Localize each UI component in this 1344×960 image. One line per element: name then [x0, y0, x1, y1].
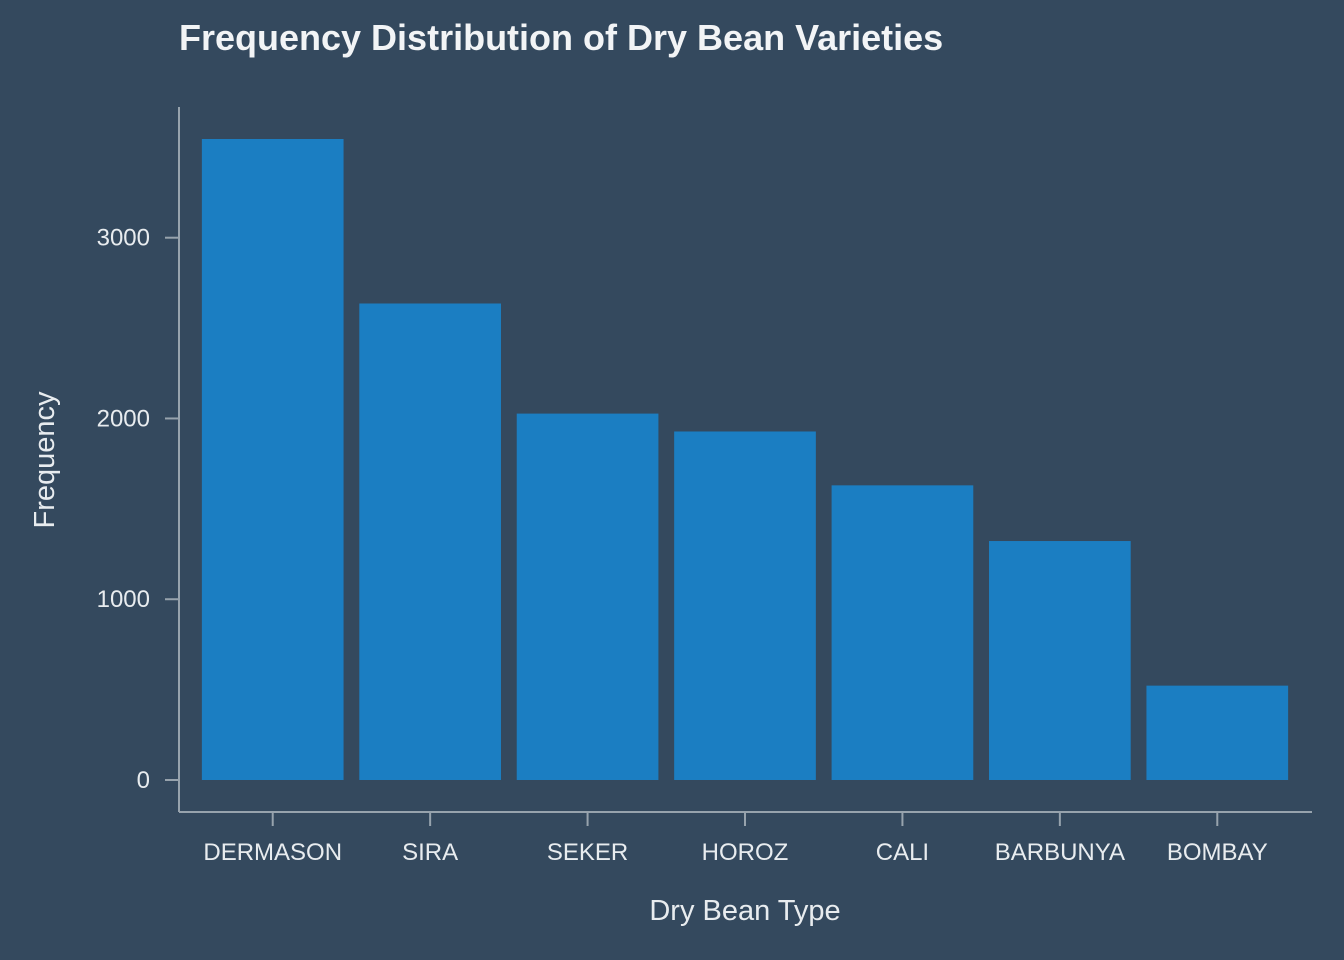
x-axis-ticks: DERMASON SIRA SEKER HOROZ CALI BARBUNYA BOMBAY [203, 812, 1268, 866]
bar-barbunya [989, 541, 1131, 780]
x-axis-title: Dry Bean Type [649, 895, 840, 927]
x-tick-label: CALI [876, 839, 929, 866]
bar-sira [359, 303, 501, 780]
bar-horoz [674, 431, 816, 780]
y-tick-label: 3000 [97, 225, 150, 252]
chart-title: Frequency Distribution of Dry Bean Varie… [179, 17, 943, 58]
bar-dermason [201, 139, 344, 780]
x-tick-label: BARBUNYA [995, 839, 1125, 866]
y-tick-label: 0 [137, 767, 150, 794]
bar-bombay [1146, 685, 1289, 780]
bars-group [201, 139, 1289, 780]
y-axis-ticks: 0 1000 2000 3000 [97, 225, 179, 794]
x-tick-label: SIRA [402, 839, 458, 866]
x-tick-label: DERMASON [203, 839, 342, 866]
x-tick-label: BOMBAY [1167, 839, 1268, 866]
bar-cali [831, 485, 974, 780]
x-tick-label: SEKER [547, 839, 628, 866]
y-axis-title: Frequency [29, 391, 61, 529]
x-tick-label: HOROZ [702, 839, 789, 866]
y-tick-label: 2000 [97, 405, 150, 432]
bar-seker [516, 413, 659, 780]
y-tick-label: 1000 [97, 586, 150, 613]
